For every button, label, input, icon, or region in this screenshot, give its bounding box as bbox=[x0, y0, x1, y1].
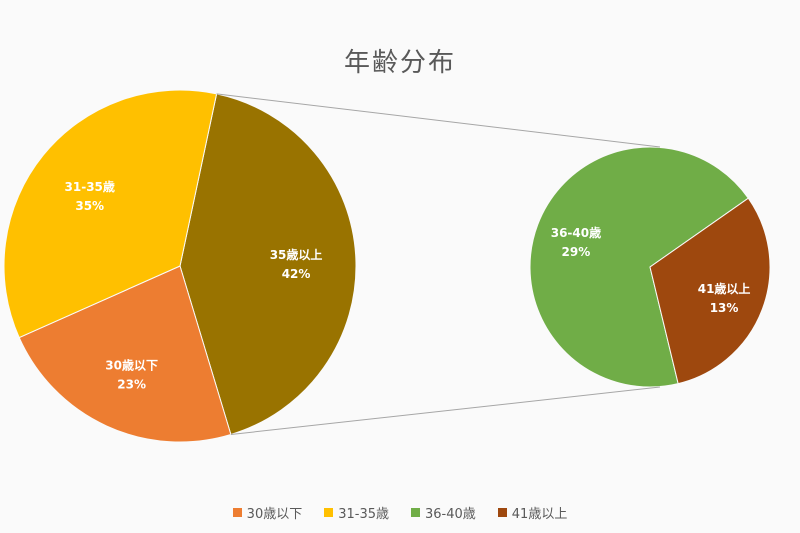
breakout-data-label-1-value: 13% bbox=[710, 301, 739, 315]
legend-swatch bbox=[324, 508, 334, 517]
main-slice-2 bbox=[3, 89, 218, 339]
legend-swatch bbox=[497, 508, 507, 517]
breakout-slice-1 bbox=[649, 197, 771, 385]
main-data-label-0-value: 42% bbox=[282, 267, 311, 281]
legend-item-30-under: 30歳以下 bbox=[232, 503, 303, 522]
legend-label: 36-40歳 bbox=[425, 507, 476, 522]
main-data-label-1: 30歳以下 23% bbox=[105, 358, 158, 392]
main-data-label-1-name: 30歳以下 bbox=[105, 358, 158, 373]
breakout-data-label-0: 36-40歳 29% bbox=[551, 225, 601, 259]
legend-item-31-35: 31-35歳 bbox=[324, 503, 389, 522]
breakout-slice-0 bbox=[529, 146, 749, 388]
legend-label: 31-35歳 bbox=[338, 507, 389, 522]
legend-swatch bbox=[232, 508, 242, 517]
breakout-data-label-1-name: 41歳以上 bbox=[698, 281, 751, 296]
main-data-label-2-value: 35% bbox=[75, 199, 104, 213]
breakout-data-label-1: 41歳以上 13% bbox=[698, 281, 751, 315]
main-slice-1 bbox=[18, 265, 232, 443]
chart-title: 年齢分布 bbox=[343, 48, 456, 78]
connector-line-bottom bbox=[230, 386, 661, 435]
main-data-label-1-value: 23% bbox=[117, 378, 146, 392]
legend-item-36-40: 36-40歳 bbox=[411, 503, 476, 522]
main-data-label-0: 35歳以上 42% bbox=[270, 247, 323, 281]
main-data-label-2-name: 31-35歳 bbox=[65, 179, 115, 194]
breakout-data-label-0-value: 29% bbox=[562, 245, 591, 259]
breakout-data-label-0-name: 36-40歳 bbox=[551, 225, 601, 240]
connector-line-top bbox=[216, 93, 661, 148]
legend-label: 30歳以下 bbox=[246, 507, 303, 522]
main-slice-0 bbox=[179, 93, 357, 436]
chart-legend: 30歳以下 31-35歳 36-40歳 41歳以上 bbox=[0, 503, 800, 522]
main-data-label-0-name: 35歳以上 bbox=[270, 247, 323, 262]
legend-label: 41歳以上 bbox=[511, 507, 568, 522]
legend-item-41-over: 41歳以上 bbox=[497, 503, 568, 522]
legend-swatch bbox=[411, 508, 420, 517]
main-data-label-2: 31-35歳 35% bbox=[65, 179, 115, 213]
